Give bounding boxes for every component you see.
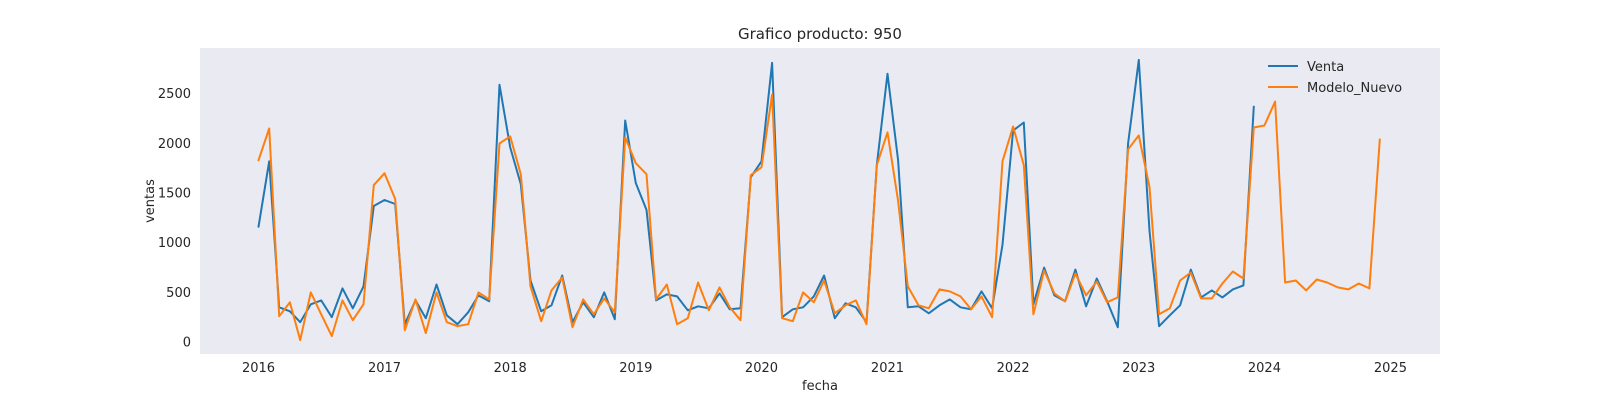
x-tick-label: 2024 (1248, 361, 1281, 376)
legend: Venta Modelo_Nuevo (1268, 60, 1402, 96)
y-tick-label: 2500 (158, 87, 191, 102)
legend-label: Modelo_Nuevo (1307, 81, 1402, 96)
series-line-2 (257, 93, 1381, 342)
x-tick-label: 2017 (368, 361, 401, 376)
x-tick-label: 2018 (494, 361, 527, 376)
x-tick-label: 2023 (1122, 361, 1155, 376)
y-axis-ticks: 0 500 1000 1500 2000 2500 (158, 87, 191, 350)
x-tick-label: 2020 (745, 361, 778, 376)
y-tick-label: 2000 (158, 137, 191, 152)
y-tick-label: 1500 (158, 187, 191, 202)
x-tick-label: 2021 (871, 361, 904, 376)
plot-area (200, 48, 1440, 354)
x-axis-label: fecha (802, 379, 838, 394)
x-tick-label: 2022 (997, 361, 1030, 376)
y-axis-label: ventas (143, 179, 158, 223)
x-tick-label: 2016 (242, 361, 275, 376)
y-tick-label: 500 (166, 286, 191, 301)
series-line-1 (257, 58, 1255, 329)
chart-title: Grafico producto: 950 (738, 25, 902, 43)
legend-label: Venta (1307, 60, 1344, 75)
x-axis-ticks: 2016 2017 2018 2019 2020 2021 2022 2023 2024 2025 (242, 361, 1407, 376)
x-tick-label: 2019 (619, 361, 652, 376)
y-tick-label: 0 (183, 336, 191, 351)
x-tick-label: 2025 (1374, 361, 1407, 376)
series-lines (257, 58, 1381, 342)
y-tick-label: 1000 (158, 236, 191, 251)
